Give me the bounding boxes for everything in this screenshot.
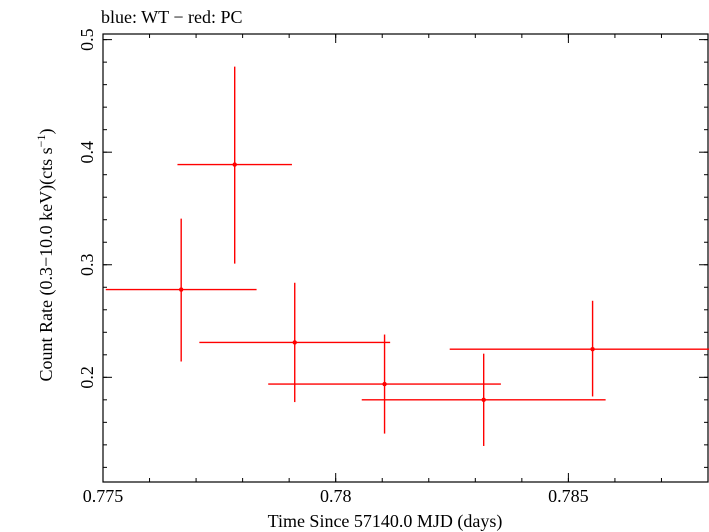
point-marker xyxy=(382,381,387,387)
point-marker xyxy=(590,346,595,352)
data-points xyxy=(105,66,709,446)
point-marker xyxy=(232,162,237,167)
y-axis-label-close: ) xyxy=(36,129,57,135)
data-point xyxy=(449,300,709,397)
plot-frame xyxy=(102,33,709,483)
point-marker xyxy=(292,340,297,345)
data-point xyxy=(199,282,391,403)
y-tick-label: 0.4 xyxy=(77,141,97,164)
y-axis-label: Count Rate (0.3−10.0 keV)(cts s−1) xyxy=(34,129,57,382)
y-tick-label: 0.5 xyxy=(77,28,97,51)
x-tick-label: 0.785 xyxy=(548,486,589,506)
data-point xyxy=(177,66,292,264)
y-axis-label-main: Count Rate (0.3−10.0 keV)(cts s xyxy=(36,147,57,381)
point-marker xyxy=(481,397,486,403)
y-tick-label: 0.3 xyxy=(77,254,97,277)
x-tick-label: 0.78 xyxy=(320,486,352,506)
y-axis-label-superscript: −1 xyxy=(34,135,48,148)
x-axis-label: Time Since 57140.0 MJD (days) xyxy=(268,511,503,532)
data-point xyxy=(105,218,257,362)
y-tick-label: 0.2 xyxy=(77,366,97,389)
axes: 0.775 0.78 0.785 0.2 0.3 0.4 0.5 xyxy=(77,28,709,506)
chart-title: blue: WT − red: PC xyxy=(101,7,242,27)
point-marker xyxy=(178,287,184,292)
x-tick-label: 0.775 xyxy=(83,486,124,506)
data-point xyxy=(268,334,501,434)
data-point xyxy=(361,353,606,446)
